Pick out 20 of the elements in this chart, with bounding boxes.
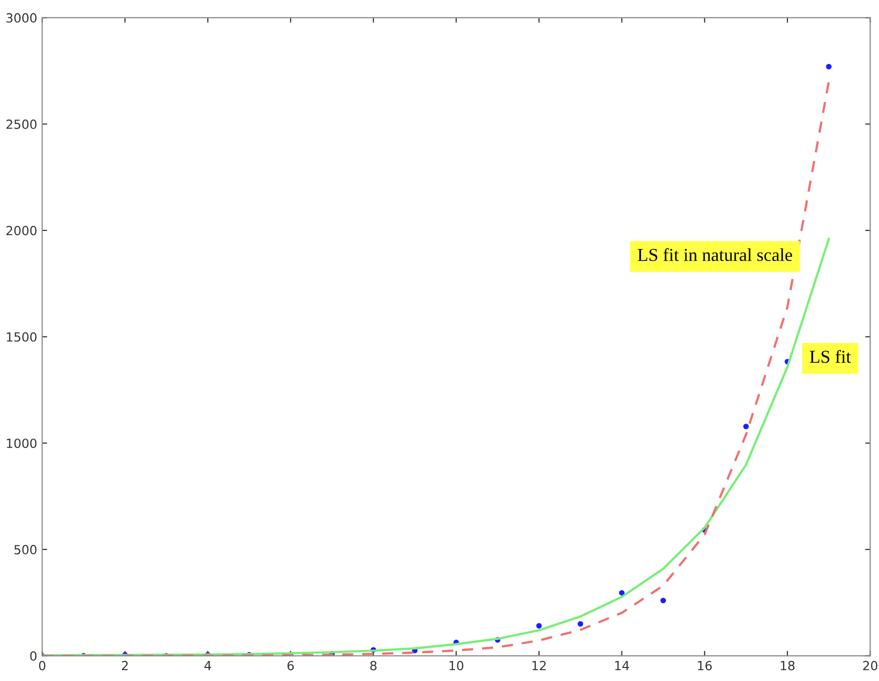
x-tick-label: 12 <box>532 660 546 670</box>
y-tick-label: 1000 <box>6 438 36 448</box>
x-tick-label: 10 <box>450 660 464 670</box>
y-tick-label: 0 <box>30 651 36 661</box>
series-label: LS fit <box>810 350 851 363</box>
x-tick-label: 2 <box>122 660 128 670</box>
x-tick-label: 18 <box>780 660 795 670</box>
y-tick-label: 3000 <box>6 13 36 23</box>
x-tick-label: 6 <box>287 660 294 670</box>
x-tick-label: 20 <box>863 660 878 670</box>
x-tick-label: 4 <box>204 661 212 670</box>
x-tick-label: 8 <box>370 660 377 670</box>
y-tick-label: 2500 <box>6 120 36 129</box>
x-tick-label: 16 <box>698 660 712 670</box>
y-tick-label: 1500 <box>6 332 36 342</box>
series-label: LS fit in natural scale <box>638 248 792 262</box>
x-tick-label: 14 <box>615 661 630 670</box>
x-tick-label: 0 <box>39 660 46 670</box>
y-tick-label: 500 <box>14 544 36 554</box>
y-tick-label: 2000 <box>6 226 36 236</box>
